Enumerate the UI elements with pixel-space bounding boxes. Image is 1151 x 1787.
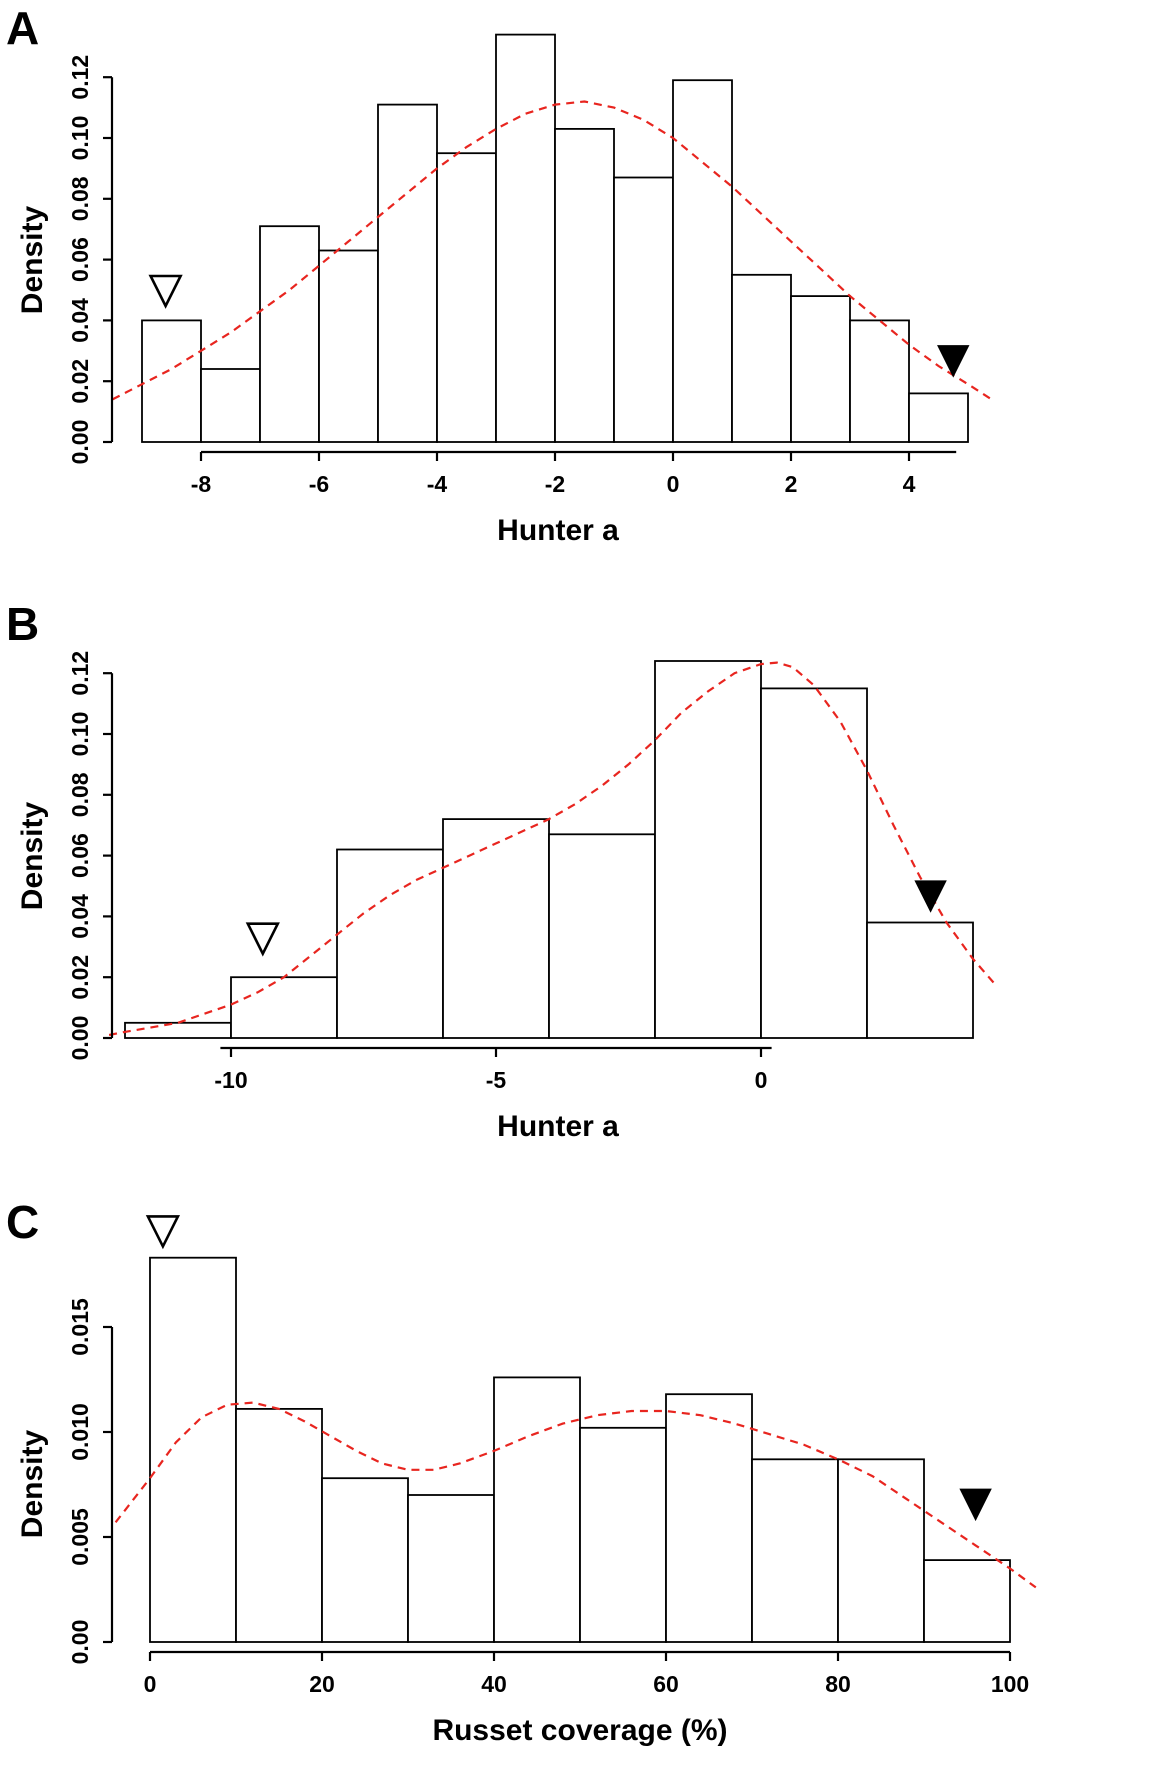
- y-tick-label: 0.015: [67, 1298, 93, 1356]
- x-tick-label: -8: [191, 471, 212, 497]
- triangle-down-filled-marker: [914, 880, 947, 913]
- histogram-bar: [837, 1458, 925, 1643]
- y-tick-label: 0.06: [67, 833, 93, 878]
- density-curve: [114, 1401, 1037, 1589]
- histogram-bar: [377, 103, 438, 443]
- y-tick-label: 0.12: [67, 651, 93, 696]
- y-axis-title-A: Density: [16, 206, 49, 315]
- panel-B: B Density Hunter a -10 -5 0 0.00 0.02 0.04 0.0…: [0, 596, 1151, 1192]
- panel-C: C Density Russet coverage (%) 0 20 40 60 80 1…: [0, 1192, 1151, 1787]
- plot-area-A: -8 -6 -4 -2 0 2 4 0.00 0.02 0.04 0.06 0.08 0.10 0.12: [67, 33, 993, 497]
- histogram-bar: [654, 660, 762, 1039]
- histogram-bar: [336, 848, 444, 1039]
- x-tick-label: -4: [427, 471, 448, 497]
- triangle-down-open-marker: [145, 1215, 181, 1250]
- y-tick-label: 0.005: [67, 1508, 93, 1566]
- x-tick-label: -10: [214, 1067, 247, 1093]
- density-curve: [111, 100, 993, 401]
- panel-B-svg: B Density Hunter a -10 -5 0 0.00 0.02 0.04 0.0…: [6, 598, 996, 1143]
- x-tick-label: 0: [755, 1067, 768, 1093]
- x-tick-label: 4: [903, 471, 916, 497]
- y-tick-label: 0.10: [67, 712, 93, 757]
- triangle-down-filled-marker: [937, 345, 970, 378]
- y-axis-title-C: Density: [16, 1430, 49, 1539]
- triangle-down-filled-marker: [959, 1488, 992, 1522]
- x-tick-label: 60: [653, 1671, 679, 1697]
- x-tick-label: 0: [144, 1671, 157, 1697]
- x-tick-label: 80: [825, 1671, 851, 1697]
- triangle-down-open-marker: [148, 274, 183, 309]
- x-tick-label: -6: [309, 471, 329, 497]
- histogram-bar: [665, 1393, 753, 1643]
- histogram-bar: [790, 295, 851, 443]
- histogram-bar: [866, 921, 974, 1039]
- x-tick-label: 0: [667, 471, 680, 497]
- x-axis-title-C: Russet coverage (%): [432, 1714, 727, 1747]
- histogram-bar: [442, 818, 550, 1039]
- y-tick-label: 0.04: [67, 894, 93, 939]
- histogram-bar: [436, 152, 497, 443]
- histogram-bar: [751, 1458, 839, 1643]
- histogram-bar: [235, 1407, 323, 1643]
- histogram-bar: [493, 1376, 581, 1643]
- y-tick-label: 0.12: [67, 55, 93, 100]
- panel-label-A: A: [6, 2, 39, 54]
- triangle-down-open-marker: [245, 922, 280, 957]
- histogram-bar: [321, 1477, 409, 1643]
- x-tick-label: 2: [785, 471, 798, 497]
- y-axis-title-B: Density: [16, 802, 49, 911]
- histogram-bar: [672, 79, 733, 443]
- density-curve: [108, 661, 996, 1037]
- panel-label-B: B: [6, 598, 39, 650]
- histogram-bar: [259, 225, 320, 443]
- y-tick-label: 0.08: [67, 176, 93, 221]
- histogram-bar: [495, 33, 556, 443]
- panel-label-C: C: [6, 1196, 39, 1248]
- histogram-bar: [908, 392, 969, 443]
- y-tick-label: 0.02: [67, 359, 93, 404]
- plot-area-B: -10 -5 0 0.00 0.02 0.04 0.06 0.08 0.10 0.12: [67, 651, 996, 1093]
- y-tick-label: 0.08: [67, 772, 93, 817]
- histogram-bar: [579, 1426, 667, 1643]
- histogram-bar: [407, 1494, 495, 1643]
- histogram-bar: [849, 319, 910, 443]
- x-tick-label: -5: [486, 1067, 507, 1093]
- y-tick-label: 0.00: [67, 420, 93, 465]
- histogram-bar: [554, 127, 615, 443]
- histogram-bar: [613, 176, 674, 443]
- x-tick-label: -2: [545, 471, 565, 497]
- histogram-bar: [548, 833, 656, 1039]
- x-axis-title-A: Hunter a: [497, 514, 619, 547]
- histogram-bar: [318, 249, 379, 443]
- histogram-bar: [731, 273, 792, 443]
- x-tick-label: 20: [309, 1671, 335, 1697]
- y-tick-label: 0.04: [67, 298, 93, 343]
- y-tick-label: 0.06: [67, 237, 93, 282]
- panel-C-svg: C Density Russet coverage (%) 0 20 40 60 80 1…: [6, 1196, 1037, 1747]
- histogram-bar: [200, 368, 261, 443]
- histogram-bar: [760, 687, 868, 1039]
- y-tick-label: 0.00: [67, 1016, 93, 1061]
- plot-area-C: 0 20 40 60 80 100 0.00 0.005 0.010 0.015: [67, 1215, 1037, 1697]
- histogram-bar: [230, 976, 338, 1039]
- histogram-bar: [149, 1256, 237, 1643]
- y-tick-label: 0.02: [67, 955, 93, 1000]
- histogram-bar: [124, 1021, 232, 1039]
- panel-A: A Density Hunter a -8 -6 -4 -2 0 2 4 0.00 0.02 0.…: [0, 0, 1151, 596]
- histogram-bar: [141, 319, 202, 443]
- histogram-bar: [923, 1559, 1011, 1643]
- x-tick-label: 40: [481, 1671, 507, 1697]
- y-tick-label: 0.10: [67, 116, 93, 161]
- x-tick-label: 100: [991, 1671, 1029, 1697]
- x-axis-title-B: Hunter a: [497, 1110, 619, 1143]
- y-tick-label: 0.010: [67, 1403, 93, 1461]
- y-tick-label: 0.00: [67, 1620, 93, 1665]
- panel-A-svg: A Density Hunter a -8 -6 -4 -2 0 2 4 0.00 0.02 0.…: [6, 2, 993, 547]
